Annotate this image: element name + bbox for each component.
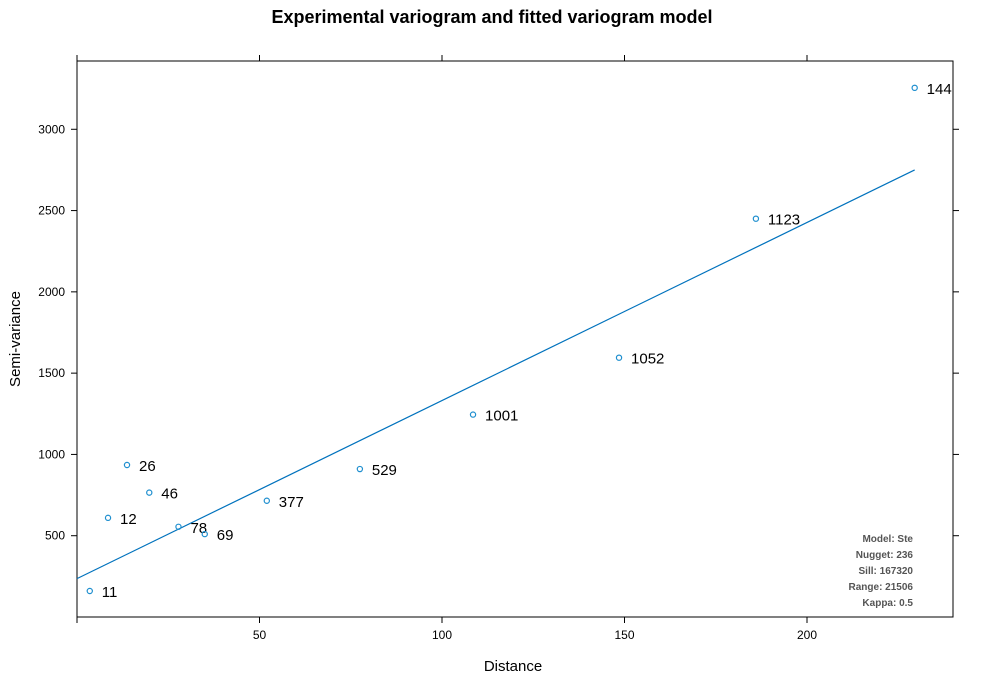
point-count-label: 46 bbox=[161, 486, 178, 503]
point-count-label: 529 bbox=[372, 462, 397, 479]
y-axis-ticks: 500 1000 1500 2000 2500 3000 bbox=[38, 122, 959, 543]
model-info-line: Kappa: 0.5 bbox=[862, 598, 913, 609]
data-point bbox=[86, 587, 93, 595]
model-info-line: Sill: 167320 bbox=[859, 566, 914, 577]
data-point bbox=[104, 514, 112, 522]
data-point bbox=[146, 489, 153, 496]
variogram-points: 11 12 26 46 78 69 377 529 1001 1052 1123 144 bbox=[86, 81, 952, 601]
y-tick-label: 2500 bbox=[38, 204, 65, 218]
data-point bbox=[263, 497, 270, 504]
y-tick-label: 1000 bbox=[38, 447, 65, 461]
model-info-box: Model: Ste Nugget: 236 Sill: 167320 Range: … bbox=[849, 534, 914, 609]
plot-frame bbox=[76, 60, 954, 618]
model-info-line: Range: 21506 bbox=[849, 582, 914, 593]
data-point bbox=[201, 530, 208, 538]
point-count-label: 78 bbox=[190, 520, 207, 537]
data-point bbox=[356, 465, 364, 473]
y-tick-label: 2000 bbox=[38, 285, 65, 299]
x-tick-label: 50 bbox=[253, 628, 267, 642]
y-axis-label: Semi-variance bbox=[7, 291, 24, 387]
x-tick-label: 150 bbox=[614, 628, 634, 642]
point-count-label: 26 bbox=[139, 458, 156, 475]
data-point bbox=[123, 461, 131, 469]
data-point bbox=[615, 354, 623, 361]
point-count-label: 144 bbox=[927, 81, 952, 98]
x-axis-ticks: 50 100 150 200 bbox=[76, 55, 817, 642]
chart-title: Experimental variogram and fitted variog… bbox=[271, 7, 712, 27]
point-count-label: 12 bbox=[120, 511, 137, 528]
model-info-line: Nugget: 236 bbox=[856, 550, 914, 561]
point-count-label: 1123 bbox=[768, 212, 800, 229]
x-tick-label: 200 bbox=[797, 628, 817, 642]
x-tick-label: 100 bbox=[432, 628, 452, 642]
data-point bbox=[752, 215, 760, 222]
data-point bbox=[175, 523, 182, 530]
x-axis-label: Distance bbox=[484, 658, 542, 675]
data-point bbox=[469, 411, 477, 418]
y-tick-label: 3000 bbox=[38, 122, 65, 136]
point-count-label: 11 bbox=[102, 584, 118, 601]
point-count-label: 1001 bbox=[485, 408, 518, 425]
point-count-label: 377 bbox=[279, 494, 304, 511]
data-point bbox=[911, 84, 918, 92]
y-tick-label: 500 bbox=[45, 529, 65, 543]
point-count-label: 69 bbox=[217, 527, 234, 544]
y-tick-label: 1500 bbox=[38, 366, 65, 380]
fitted-variogram-line bbox=[76, 169, 915, 580]
point-count-label: 1052 bbox=[631, 351, 664, 368]
model-info-line: Model: Ste bbox=[862, 534, 913, 545]
